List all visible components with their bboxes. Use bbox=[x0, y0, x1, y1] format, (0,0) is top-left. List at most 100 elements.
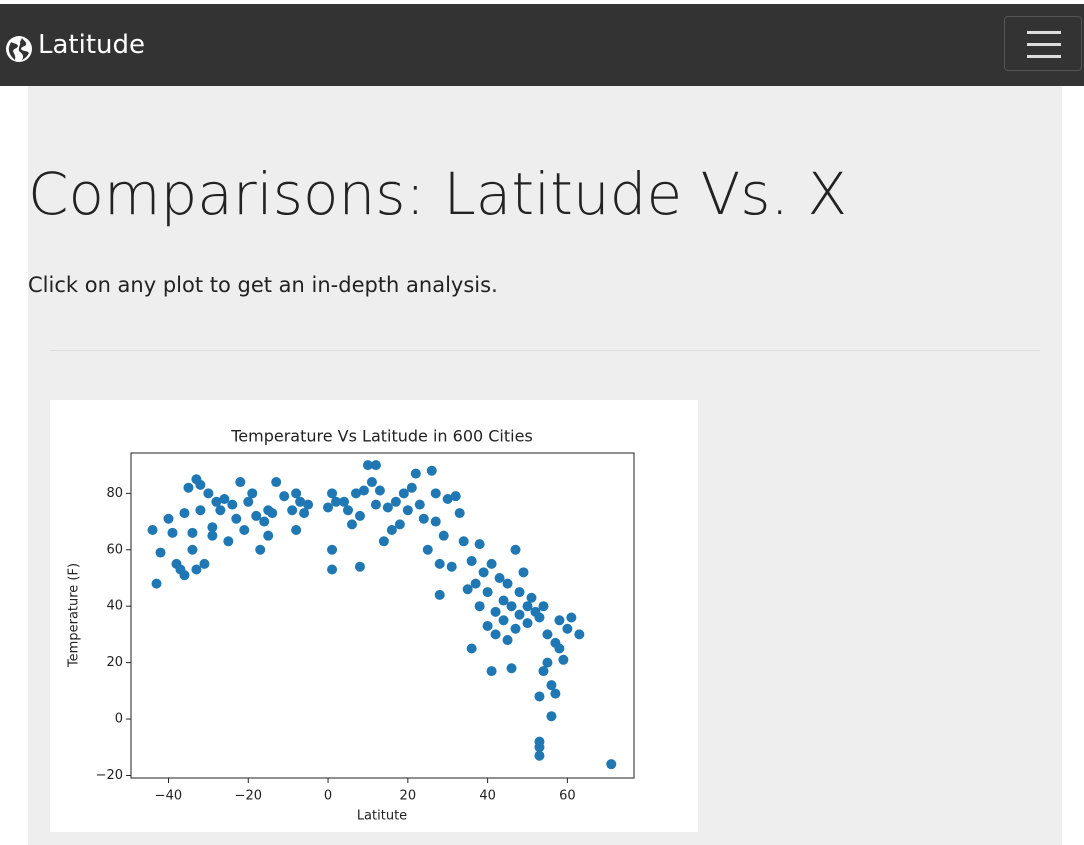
point bbox=[406, 482, 417, 493]
point bbox=[558, 654, 569, 665]
point bbox=[378, 536, 389, 547]
x-axis-label: Latitute bbox=[357, 809, 407, 824]
point bbox=[514, 587, 525, 598]
y-tick-label: 40 bbox=[106, 599, 123, 614]
y-axis-label: Temperature (F) bbox=[67, 563, 82, 668]
point bbox=[486, 666, 497, 677]
point bbox=[446, 561, 457, 572]
point bbox=[526, 592, 537, 603]
point bbox=[606, 759, 617, 770]
plot-frame bbox=[130, 452, 635, 779]
point bbox=[542, 657, 553, 668]
point bbox=[291, 525, 302, 536]
point bbox=[458, 536, 469, 547]
point bbox=[231, 513, 242, 524]
point bbox=[554, 643, 565, 654]
point bbox=[386, 525, 397, 536]
point bbox=[271, 477, 282, 488]
point bbox=[183, 482, 194, 493]
point bbox=[434, 558, 445, 569]
point bbox=[518, 567, 529, 578]
point bbox=[187, 544, 198, 555]
point bbox=[466, 556, 477, 567]
point bbox=[362, 460, 373, 471]
point bbox=[474, 601, 485, 612]
point bbox=[474, 539, 485, 550]
point bbox=[267, 508, 278, 519]
point bbox=[478, 567, 489, 578]
point bbox=[303, 499, 314, 510]
point bbox=[402, 505, 413, 516]
point bbox=[574, 629, 585, 640]
point bbox=[502, 635, 513, 646]
point bbox=[390, 496, 401, 507]
point bbox=[534, 742, 545, 753]
intro-text: Click on any plot to get an in-depth ana… bbox=[28, 273, 498, 297]
point bbox=[490, 629, 501, 640]
point bbox=[418, 513, 429, 524]
point bbox=[382, 502, 393, 513]
y-tick-label: 60 bbox=[106, 542, 123, 557]
point bbox=[414, 499, 425, 510]
x-tick-label: 60 bbox=[559, 789, 576, 804]
point bbox=[247, 488, 258, 499]
point bbox=[163, 513, 174, 524]
point bbox=[203, 488, 214, 499]
brand[interactable]: Latitude bbox=[38, 30, 146, 60]
point bbox=[195, 479, 206, 490]
chart-title: Temperature Vs Latitude in 600 Cities bbox=[230, 427, 533, 446]
point bbox=[191, 564, 202, 575]
point bbox=[426, 465, 437, 476]
point bbox=[486, 558, 497, 569]
point bbox=[374, 485, 385, 496]
point bbox=[554, 615, 565, 626]
point bbox=[422, 544, 433, 555]
point bbox=[370, 460, 381, 471]
point bbox=[538, 666, 549, 677]
point bbox=[482, 620, 493, 631]
y-tick-label: 80 bbox=[106, 486, 123, 501]
point bbox=[550, 688, 561, 699]
x-tick-label: 40 bbox=[479, 789, 496, 804]
menu-toggle[interactable] bbox=[1004, 16, 1082, 71]
point bbox=[430, 488, 441, 499]
point bbox=[438, 530, 449, 541]
point bbox=[394, 519, 405, 530]
page-title: Comparisons: Latitude Vs. X bbox=[28, 160, 848, 228]
divider bbox=[50, 350, 1040, 351]
point bbox=[147, 525, 158, 536]
point bbox=[546, 680, 557, 691]
point bbox=[434, 589, 445, 600]
point bbox=[506, 663, 517, 674]
point bbox=[358, 485, 369, 496]
point bbox=[350, 488, 361, 499]
point bbox=[219, 493, 230, 504]
point bbox=[534, 750, 545, 761]
point bbox=[470, 578, 481, 589]
point bbox=[510, 623, 521, 634]
point bbox=[327, 564, 338, 575]
point bbox=[207, 530, 218, 541]
point bbox=[327, 544, 338, 555]
point bbox=[450, 491, 461, 502]
point bbox=[295, 496, 306, 507]
point bbox=[370, 499, 381, 510]
chart[interactable]: Temperature Vs Latitude in 600 Cities La… bbox=[50, 400, 698, 832]
point bbox=[510, 544, 521, 555]
point bbox=[323, 502, 334, 513]
point bbox=[342, 505, 353, 516]
point bbox=[279, 491, 290, 502]
point bbox=[514, 609, 525, 620]
point bbox=[498, 595, 509, 606]
point bbox=[187, 527, 198, 538]
point bbox=[251, 510, 262, 521]
point bbox=[346, 519, 357, 530]
point bbox=[366, 477, 377, 488]
point bbox=[215, 505, 226, 516]
point bbox=[291, 488, 302, 499]
point bbox=[542, 629, 553, 640]
point bbox=[522, 601, 533, 612]
point bbox=[167, 527, 178, 538]
point bbox=[490, 606, 501, 617]
point bbox=[534, 691, 545, 702]
